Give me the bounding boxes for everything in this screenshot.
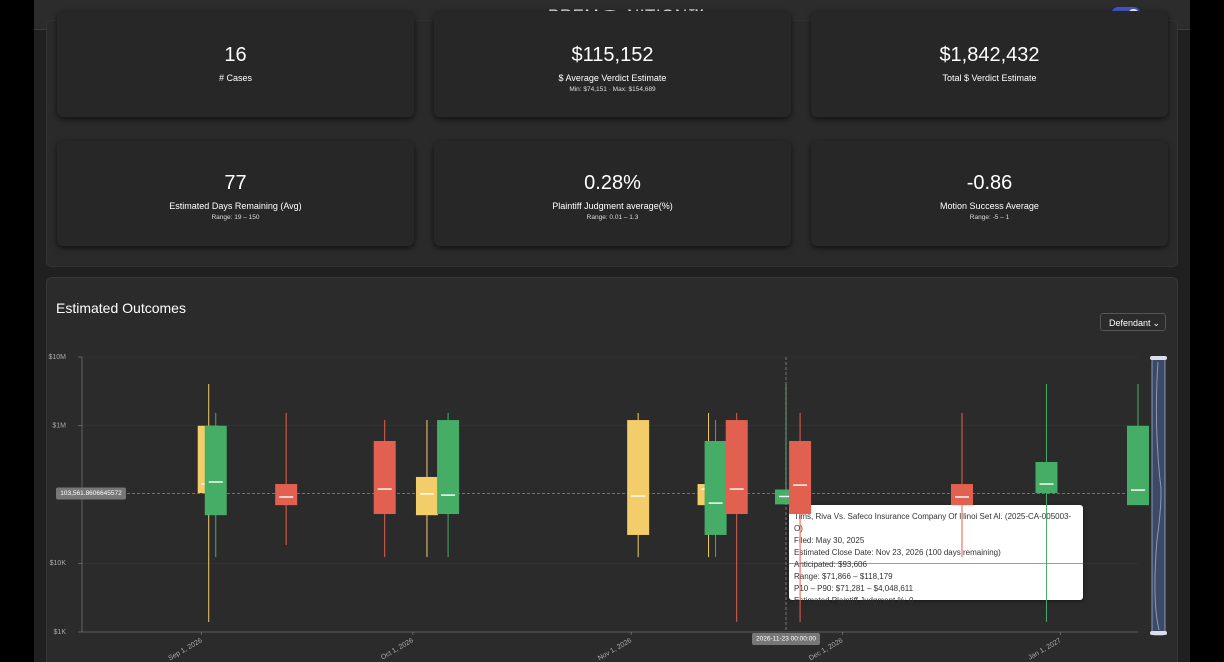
stats-panel: 16 # Cases $115,152 $ Average Verdict Estim… bbox=[46, 11, 1178, 267]
stat-sub: Min: $74,151 · Max: $154,689 bbox=[569, 86, 656, 93]
stat-label: Motion Success Average bbox=[940, 201, 1039, 211]
stat-card: $115,152 $ Average Verdict Estimate Min: $… bbox=[434, 11, 791, 117]
stat-label: Total $ Verdict Estimate bbox=[942, 73, 1037, 83]
stat-card: $1,842,432 Total $ Verdict Estimate bbox=[811, 11, 1168, 117]
stat-value: 16 bbox=[224, 44, 247, 66]
stat-label: Estimated Days Remaining (Avg) bbox=[169, 201, 302, 211]
tooltip-line: Estimated Plaintiff Judgment %: 0 bbox=[794, 596, 914, 605]
party-dropdown[interactable]: Defendant ⌄ bbox=[1100, 313, 1166, 331]
stat-value: 77 bbox=[224, 172, 247, 194]
tooltip-line: Range: $71,866 – $118,179 bbox=[794, 572, 893, 581]
chart-title: Estimated Outcomes bbox=[56, 300, 186, 316]
stat-card: 77 Estimated Days Remaining (Avg) Range: 1… bbox=[57, 141, 414, 246]
tooltip-line: Tims, Riva Vs. Safeco Insurance Company … bbox=[794, 512, 1072, 533]
stat-label: # Cases bbox=[218, 73, 253, 83]
stat-sub: Range: 0.01 – 1.3 bbox=[586, 214, 639, 221]
tooltip: Tims, Riva Vs. Safeco Insurance Company … bbox=[789, 505, 1083, 605]
tooltip-line: Estimated Close Date: Nov 23, 2026 (100 … bbox=[794, 548, 1001, 557]
stat-value: 0.28% bbox=[584, 172, 641, 194]
stat-card: 0.28% Plaintiff Judgment average(%) Range:… bbox=[434, 141, 791, 246]
stat-label: Plaintiff Judgment average(%) bbox=[552, 201, 673, 211]
stat-sub: Range: -5 – 1 bbox=[969, 214, 1010, 221]
stat-value: -0.86 bbox=[966, 172, 1013, 194]
app: PREM NITION™ 16# Cases$115,152$ Average … bbox=[34, 0, 1190, 662]
stat-card: 16 # Cases bbox=[57, 11, 414, 117]
stat-label: $ Average Verdict Estimate bbox=[558, 73, 667, 83]
tooltip-line: Filed: May 30, 2025 bbox=[794, 536, 865, 545]
stat-card: -0.86 Motion Success Average Range: -5 – 1 bbox=[811, 141, 1168, 246]
stat-sub: Range: 19 – 150 bbox=[211, 214, 260, 221]
stat-value: $1,842,432 bbox=[939, 44, 1040, 66]
tooltip-line: P10 – P90: $71,281 – $4,048,611 bbox=[794, 584, 914, 593]
stat-value: $115,152 bbox=[571, 44, 654, 66]
tooltip-line: Anticipated: $93,606 bbox=[794, 560, 867, 569]
dropdown-label: Defendant bbox=[1109, 318, 1151, 328]
